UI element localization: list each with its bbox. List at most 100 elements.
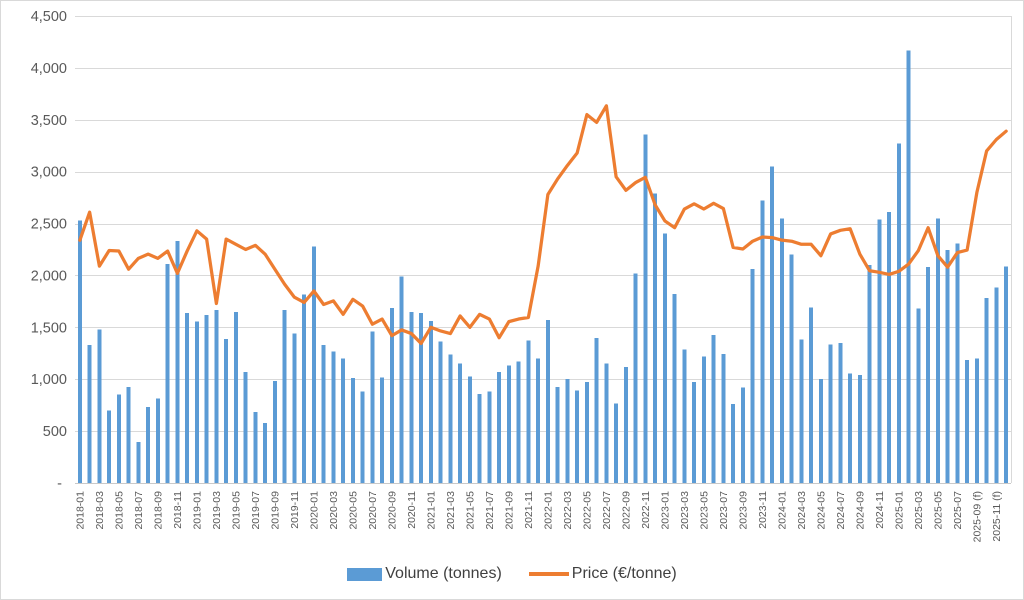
volume-bar	[282, 310, 287, 483]
volume-bar	[965, 360, 970, 483]
volume-bar	[662, 233, 667, 483]
volume-bar	[906, 50, 911, 483]
volume-bar	[887, 212, 892, 483]
volume-bar	[87, 344, 92, 483]
x-tick-label: 2025-03	[913, 491, 925, 530]
volume-bar	[399, 276, 404, 483]
volume-bar	[506, 365, 511, 483]
x-tick-label: 2022-07	[601, 491, 613, 530]
volume-bar	[194, 321, 199, 483]
x-tick-label: 2021-11	[523, 491, 535, 529]
volume-bar	[799, 339, 804, 483]
y-tick-label: 3,500	[31, 113, 67, 129]
volume-bar	[692, 381, 697, 483]
volume-bar	[1004, 266, 1009, 483]
y-tick-label: 4,500	[31, 9, 67, 25]
volume-bar	[740, 387, 745, 483]
x-tick-label: 2024-01	[777, 491, 789, 530]
volume-bar	[272, 380, 277, 483]
x-tick-label: 2023-03	[679, 491, 691, 530]
x-tick-label: 2020-03	[328, 491, 340, 530]
volume-bar	[779, 218, 784, 483]
x-tick-label: 2022-05	[582, 491, 594, 530]
x-tick-label: 2018-03	[94, 491, 106, 530]
volume-bar	[224, 338, 229, 483]
volume-bar	[750, 269, 755, 483]
volume-bar	[838, 342, 843, 483]
y-tick-label: 1,500	[31, 320, 67, 336]
volume-bar	[555, 387, 560, 483]
volume-bar	[896, 143, 901, 483]
volume-bar	[263, 422, 268, 483]
volume-bar	[984, 297, 989, 483]
volume-bar	[311, 246, 316, 483]
x-tick-label: 2019-05	[231, 491, 243, 530]
volume-bar	[467, 376, 472, 483]
y-tick-label: 2,000	[31, 268, 67, 284]
volume-bar	[926, 267, 931, 483]
volume-bar	[389, 308, 394, 483]
x-tick-label: 2021-03	[445, 491, 457, 530]
volume-bar	[428, 321, 433, 483]
x-tick-label: 2022-03	[562, 491, 574, 530]
volume-bar	[682, 349, 687, 483]
x-tick-label: 2024-03	[796, 491, 808, 530]
y-tick-label: 3,000	[31, 165, 67, 181]
x-tick-label: 2020-05	[348, 491, 360, 530]
volume-bar	[448, 354, 453, 483]
volume-bar	[701, 356, 706, 483]
x-tick-label: 2023-01	[660, 491, 672, 530]
volume-bar	[945, 250, 950, 483]
volume-bar	[623, 366, 628, 483]
volume-bar	[321, 344, 326, 483]
volume-bar	[545, 320, 550, 483]
x-tick-label: 2023-11	[757, 491, 769, 529]
x-tick-label: 2024-07	[835, 491, 847, 530]
x-tick-label: 2020-01	[309, 491, 321, 530]
x-tick-label: 2025-11 (f)	[991, 491, 1003, 542]
y-tick-label: -	[57, 476, 62, 492]
volume-bar	[214, 310, 219, 483]
x-tick-label: 2019-03	[211, 491, 223, 530]
y-tick-label: 1,000	[31, 372, 67, 388]
x-tick-label: 2023-05	[699, 491, 711, 530]
price-line	[78, 104, 1008, 346]
volume-bar	[916, 308, 921, 483]
x-tick-label: 2025-01	[894, 491, 906, 530]
volume-bar	[487, 391, 492, 483]
volume-bar	[653, 193, 658, 483]
y-axis-labels: - 500 1,000 1,500 2,000 2,500 3,000 3,500 4,000 4…	[31, 9, 67, 492]
x-tick-label: 2018-05	[114, 491, 126, 530]
x-tick-label: 2024-11	[874, 491, 886, 529]
volume-bar	[77, 220, 82, 483]
x-tick-label: 2018-09	[153, 491, 165, 530]
volume-bar	[935, 218, 940, 483]
volume-bar	[331, 351, 336, 483]
x-tick-label: 2018-01	[75, 491, 87, 530]
volume-bar	[458, 363, 463, 483]
volume-bar	[477, 393, 482, 483]
x-tick-label: 2025-05	[933, 491, 945, 530]
volume-bar	[614, 403, 619, 483]
x-tick-label: 2018-07	[133, 491, 145, 530]
volume-bar	[731, 404, 736, 483]
x-tick-label: 2019-11	[289, 491, 301, 529]
x-tick-label: 2023-07	[718, 491, 730, 530]
volume-bar	[848, 373, 853, 483]
volume-bar	[672, 294, 677, 483]
volume-bar	[185, 312, 190, 483]
volume-bar	[760, 200, 765, 483]
volume-bar	[165, 264, 170, 483]
volume-bar	[497, 371, 502, 483]
x-tick-label: 2022-01	[543, 491, 555, 530]
volume-bar	[360, 391, 365, 483]
x-tick-label: 2021-07	[484, 491, 496, 530]
volume-bar	[341, 358, 346, 483]
volume-bar	[867, 265, 872, 483]
x-tick-label: 2019-01	[192, 491, 204, 530]
volume-bar	[409, 311, 414, 483]
volume-bar	[419, 312, 424, 483]
volume-bar	[565, 379, 570, 483]
volume-bar	[721, 353, 726, 483]
